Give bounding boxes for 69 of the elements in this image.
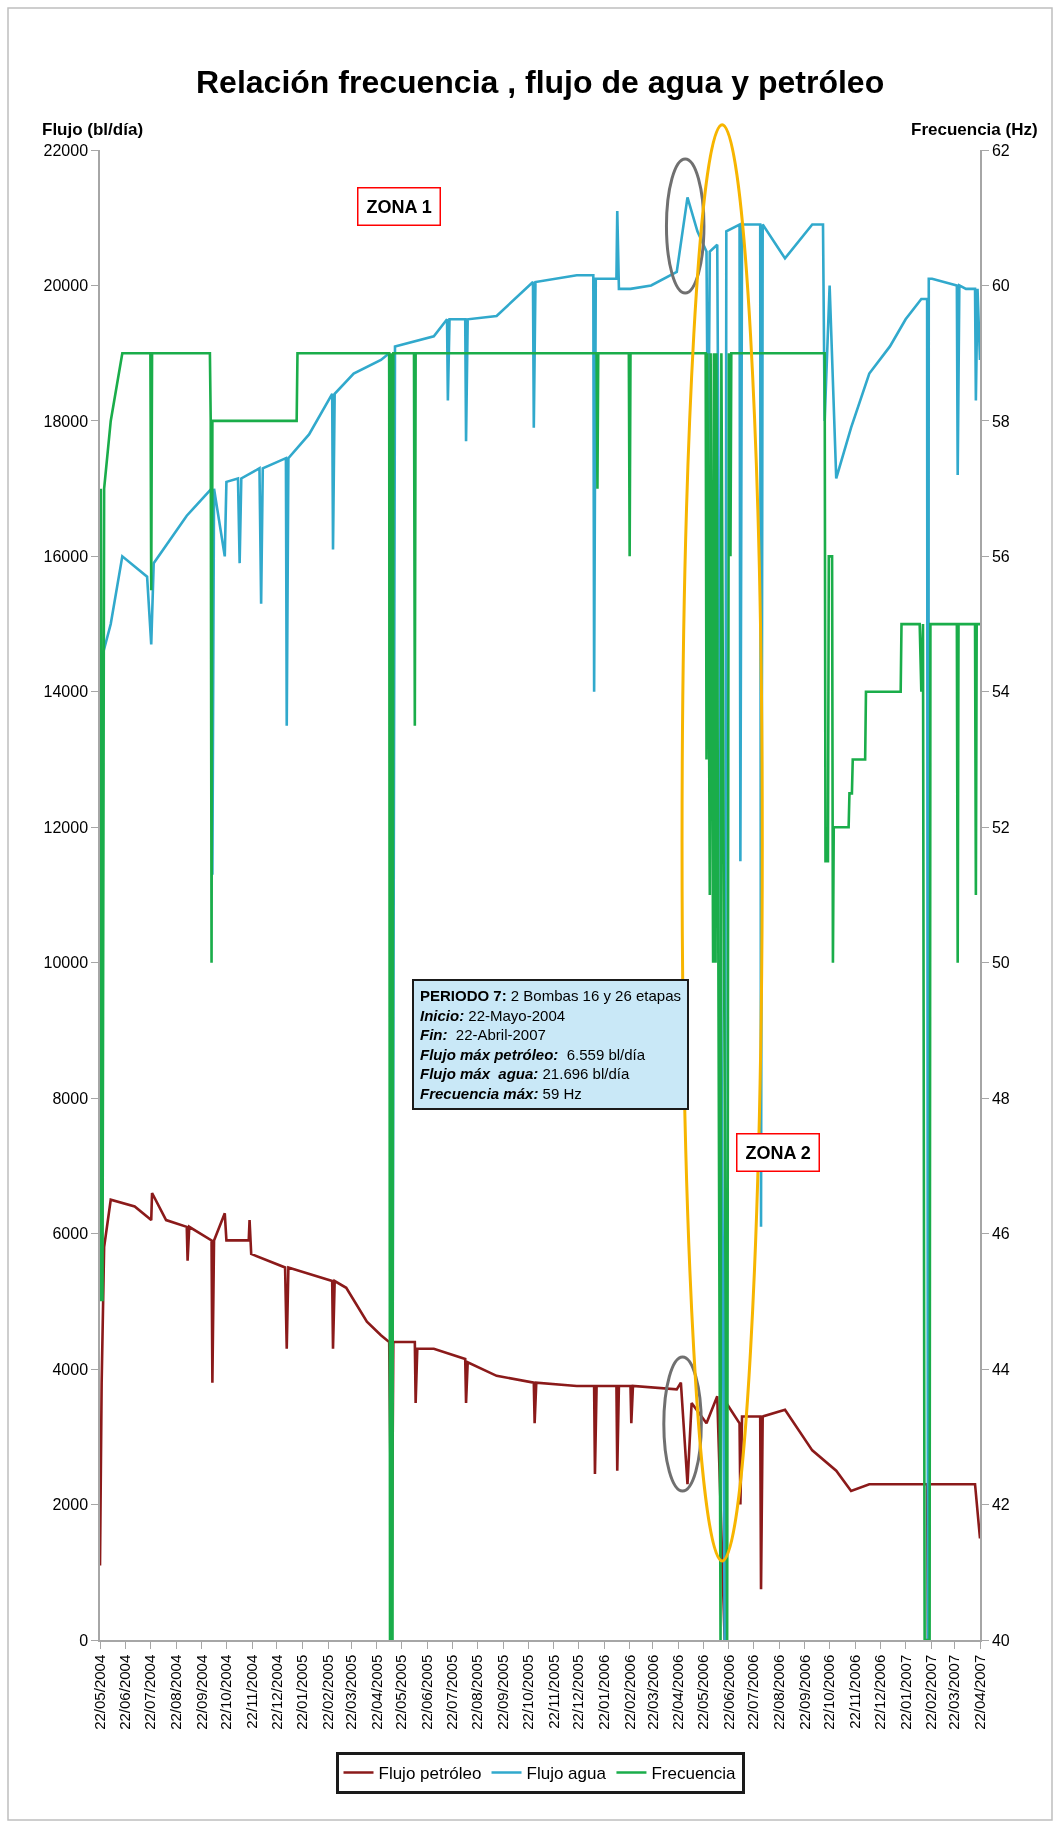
y2-tick-label: 42 — [991, 1496, 1010, 1514]
y-tick-label: 20000 — [43, 277, 89, 295]
y2-tick-label: 60 — [991, 277, 1010, 295]
x-tick-label: 22/09/2004 — [192, 1654, 210, 1730]
legend-label: Frecuencia — [651, 1764, 737, 1784]
y2-tick-label: 58 — [991, 412, 1010, 430]
x-tick-label: 22/11/2005 — [544, 1654, 562, 1729]
x-tick-label: 22/04/2005 — [367, 1654, 385, 1730]
x-tick-label: 22/07/2006 — [744, 1654, 762, 1730]
y-tick-label: 18000 — [43, 412, 89, 430]
y2-tick-label: 50 — [991, 954, 1010, 972]
y2-tick-label: 48 — [991, 1089, 1010, 1107]
x-tick-label: 22/08/2005 — [468, 1654, 486, 1730]
x-tick-label: 22/06/2006 — [719, 1654, 737, 1730]
y-tick-label: 16000 — [43, 547, 89, 565]
x-tick-label: 22/02/2007 — [922, 1654, 940, 1730]
y2-tick-label: 54 — [991, 683, 1010, 701]
y-tick-label: 22000 — [43, 141, 89, 159]
x-tick-label: 22/11/2004 — [242, 1654, 260, 1729]
annotation: ZONA 2 — [745, 1142, 811, 1163]
y2-tick-label: 46 — [991, 1225, 1010, 1243]
y-tick-label: 8000 — [52, 1089, 89, 1107]
x-tick-label: 22/07/2005 — [442, 1654, 460, 1730]
x-tick-label: 22/03/2006 — [643, 1654, 661, 1730]
x-tick-label: 22/10/2005 — [518, 1654, 536, 1730]
x-tick-label: 22/01/2007 — [896, 1654, 914, 1730]
x-tick-label: 22/10/2006 — [820, 1654, 838, 1730]
y-tick-label: 10000 — [43, 954, 89, 972]
x-tick-label: 22/04/2007 — [970, 1654, 988, 1730]
x-tick-label: 22/05/2005 — [392, 1654, 410, 1730]
x-tick-label: 22/03/2005 — [342, 1654, 360, 1730]
x-tick-label: 22/05/2004 — [90, 1654, 108, 1730]
y2-tick-label: 56 — [991, 547, 1010, 565]
x-tick-label: 22/11/2006 — [846, 1654, 864, 1729]
x-tick-label: 22/04/2006 — [669, 1654, 687, 1730]
chart-title: Relación frecuencia , flujo de agua y petróleo — [196, 64, 885, 100]
y2-tick-label: 44 — [991, 1360, 1010, 1378]
legend-label: Flujo petróleo — [378, 1764, 482, 1784]
y-tick-label: 12000 — [43, 818, 89, 836]
x-tick-label: 22/01/2006 — [594, 1654, 612, 1730]
y-tick-label: 14000 — [43, 683, 89, 701]
legend-label: Flujo agua — [526, 1764, 607, 1784]
text: PERIODO 7: 2 Bombas 16 y 26 etapas Inicio: 22-Mayo-2004 Fin: 22-Abril-2007 Flujo máx petróleo: 6.559 bl/día Flujo máx agua: 21.696 bl/día Frecuencia máx: 59 Hz — [420, 987, 681, 1102]
annotation: ZONA 1 — [366, 196, 432, 217]
y-tick-label: 6000 — [52, 1225, 89, 1243]
x-tick-label: 22/02/2005 — [318, 1654, 336, 1730]
y2-tick-label: 52 — [991, 818, 1010, 836]
x-tick-label: 22/02/2006 — [620, 1654, 638, 1730]
x-tick-label: 22/12/2006 — [870, 1654, 888, 1730]
x-tick-label: 22/06/2004 — [116, 1654, 134, 1730]
y-tick-label: 0 — [79, 1631, 89, 1649]
x-tick-label: 22/08/2004 — [166, 1654, 184, 1730]
y2-tick-label: 62 — [991, 141, 1010, 159]
y-tick-label: 4000 — [52, 1360, 89, 1378]
y-tick-label: 2000 — [52, 1496, 89, 1514]
x-tick-label: 22/09/2006 — [795, 1654, 813, 1730]
x-tick-label: 22/08/2006 — [770, 1654, 788, 1730]
x-tick-label: 22/01/2005 — [293, 1654, 311, 1730]
x-tick-label: 22/10/2004 — [217, 1654, 235, 1730]
x-tick-label: 22/06/2005 — [418, 1654, 436, 1730]
x-tick-label: 22/03/2007 — [945, 1654, 963, 1730]
x-tick-label: 22/05/2006 — [694, 1654, 712, 1730]
y2-axis-title: Frecuencia (Hz) — [911, 120, 1038, 139]
x-tick-label: 22/12/2004 — [267, 1654, 285, 1730]
x-tick-label: 22/07/2004 — [141, 1654, 159, 1730]
x-tick-label: 22/09/2005 — [494, 1654, 512, 1730]
y-axis-title: Flujo (bl/día) — [42, 120, 144, 139]
x-tick-label: 22/12/2005 — [569, 1654, 587, 1730]
y2-tick-label: 40 — [991, 1631, 1010, 1649]
